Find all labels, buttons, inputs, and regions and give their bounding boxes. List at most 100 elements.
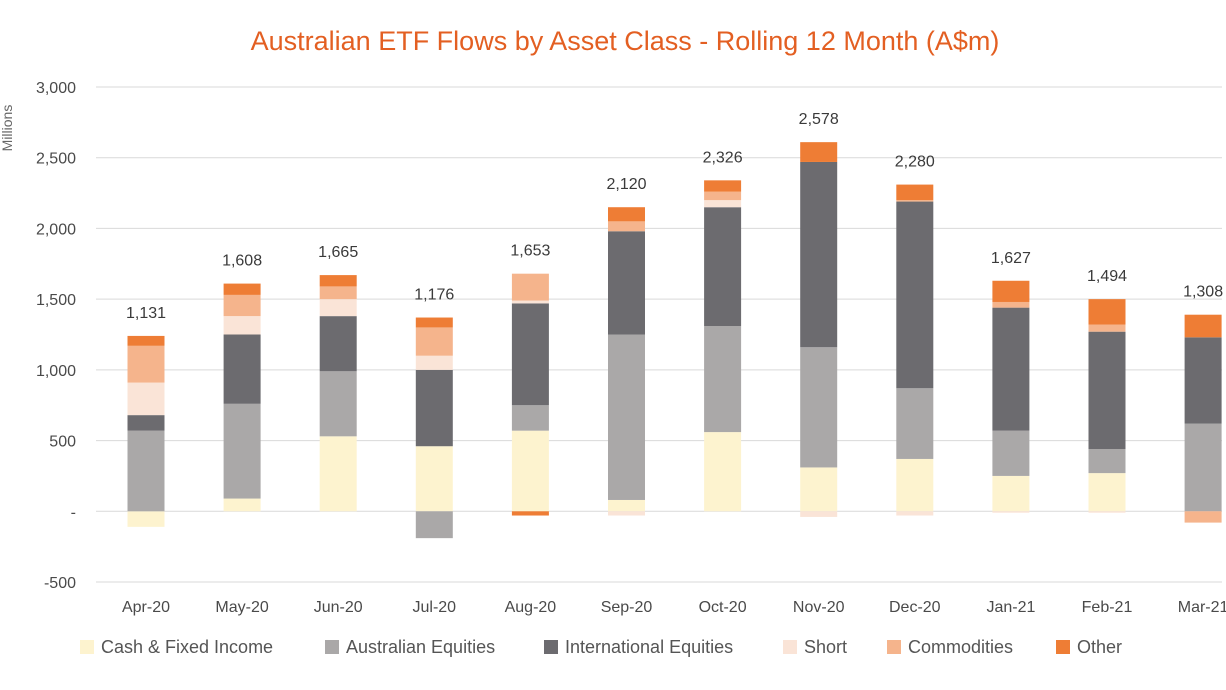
x-tick-label: Nov-20 — [793, 599, 845, 616]
bar-segment — [608, 499, 645, 512]
x-tick-label: May-20 — [215, 599, 268, 616]
legend-swatch — [783, 640, 797, 654]
bar-segment — [319, 299, 357, 317]
bar-segment — [704, 200, 742, 208]
bar-segment — [1088, 449, 1126, 474]
y-tick-label: 3,000 — [36, 80, 76, 97]
bar-segment — [127, 382, 165, 416]
legend-label: Other — [1077, 637, 1122, 657]
x-tick-label: Oct-20 — [699, 599, 747, 616]
bar-segment — [223, 498, 261, 512]
bar-segment — [511, 273, 549, 301]
bar-segment — [223, 403, 261, 499]
legend-label: Commodities — [908, 637, 1013, 657]
bar-segment — [319, 275, 357, 287]
bar-segment — [127, 345, 165, 383]
bar-segment — [896, 201, 934, 389]
legend-label: Cash & Fixed Income — [101, 637, 273, 657]
total-label: 1,627 — [991, 250, 1031, 267]
bar-segment — [223, 334, 261, 404]
bar-segment — [1088, 324, 1126, 332]
bar-segment — [896, 184, 934, 201]
bar-segment — [896, 200, 934, 202]
bar-segment — [223, 316, 261, 335]
bar-segment — [1184, 314, 1222, 338]
bar-segment — [1088, 331, 1126, 450]
bar-segment — [800, 161, 838, 348]
bar-segment — [1184, 337, 1222, 424]
bar-segment — [800, 511, 838, 517]
bar-segment — [223, 283, 261, 295]
bar-segment — [415, 511, 453, 539]
chart-title: Australian ETF Flows by Asset Class - Ro… — [250, 26, 1000, 56]
bar-segment — [608, 511, 645, 516]
total-label: 1,131 — [126, 305, 166, 322]
bar-segment — [511, 405, 549, 431]
total-label: 1,665 — [318, 244, 358, 261]
bar-segment — [1088, 511, 1126, 513]
bar-segment — [992, 511, 1030, 513]
bar-segment — [896, 511, 934, 516]
total-label: 2,280 — [895, 154, 935, 171]
legend-swatch — [80, 640, 94, 654]
bar-segment — [319, 371, 357, 437]
bar-segment — [800, 467, 838, 512]
y-tick-label: 1,000 — [36, 363, 76, 380]
bar-segment — [415, 317, 453, 328]
legend-swatch — [1056, 640, 1070, 654]
bar-segment — [415, 369, 453, 447]
bar-segment — [992, 301, 1030, 308]
bar-segment — [800, 347, 838, 468]
y-tick-label: 2,000 — [36, 221, 76, 238]
bar-segment — [1184, 511, 1222, 523]
bar-segment — [992, 430, 1030, 476]
bar-segment — [992, 280, 1030, 302]
y-tick-label: -500 — [44, 575, 76, 592]
x-tick-label: Apr-20 — [122, 599, 170, 616]
total-label: 1,308 — [1183, 284, 1223, 301]
total-label: 2,326 — [703, 149, 743, 166]
bar-segment — [1088, 299, 1126, 325]
bar-segment — [319, 436, 357, 512]
x-tick-label: Dec-20 — [889, 599, 941, 616]
bar-segment — [992, 307, 1030, 431]
x-tick-label: Aug-20 — [505, 599, 557, 616]
bar-segment — [511, 511, 549, 516]
bar-segment — [992, 475, 1030, 512]
bar-segment — [127, 430, 165, 512]
bar-segment — [511, 430, 549, 512]
bar-segment — [896, 458, 934, 512]
total-label: 2,578 — [799, 111, 839, 128]
bar-segment — [415, 327, 453, 356]
y-axis-label: Millions — [0, 105, 15, 152]
legend-label: International Equities — [565, 637, 733, 657]
bar-segment — [800, 142, 838, 162]
total-label: 1,608 — [222, 253, 262, 270]
legend-label: Australian Equities — [346, 637, 495, 657]
legend-swatch — [544, 640, 558, 654]
bar-segment — [1184, 423, 1222, 512]
y-tick-label: - — [71, 504, 76, 521]
x-tick-label: Jan-21 — [986, 599, 1035, 616]
bar-segment — [704, 191, 742, 201]
bar-segment — [127, 511, 165, 527]
bar-segment — [608, 334, 645, 500]
bar-segment — [415, 446, 453, 512]
bar-segment — [704, 180, 742, 192]
bar-segment — [415, 355, 453, 370]
bar-segment — [704, 432, 742, 512]
bar-segment — [608, 207, 645, 222]
x-tick-label: Sep-20 — [601, 599, 653, 616]
bar-segment — [704, 207, 742, 327]
total-label: 2,120 — [606, 176, 646, 193]
bar-segment — [127, 335, 165, 346]
legend-swatch — [325, 640, 339, 654]
y-tick-label: 2,500 — [36, 151, 76, 168]
bar-segment — [511, 300, 549, 304]
y-tick-label: 500 — [49, 434, 76, 451]
y-tick-label: 1,500 — [36, 292, 76, 309]
bar-segment — [608, 221, 645, 232]
total-label: 1,176 — [414, 287, 454, 304]
